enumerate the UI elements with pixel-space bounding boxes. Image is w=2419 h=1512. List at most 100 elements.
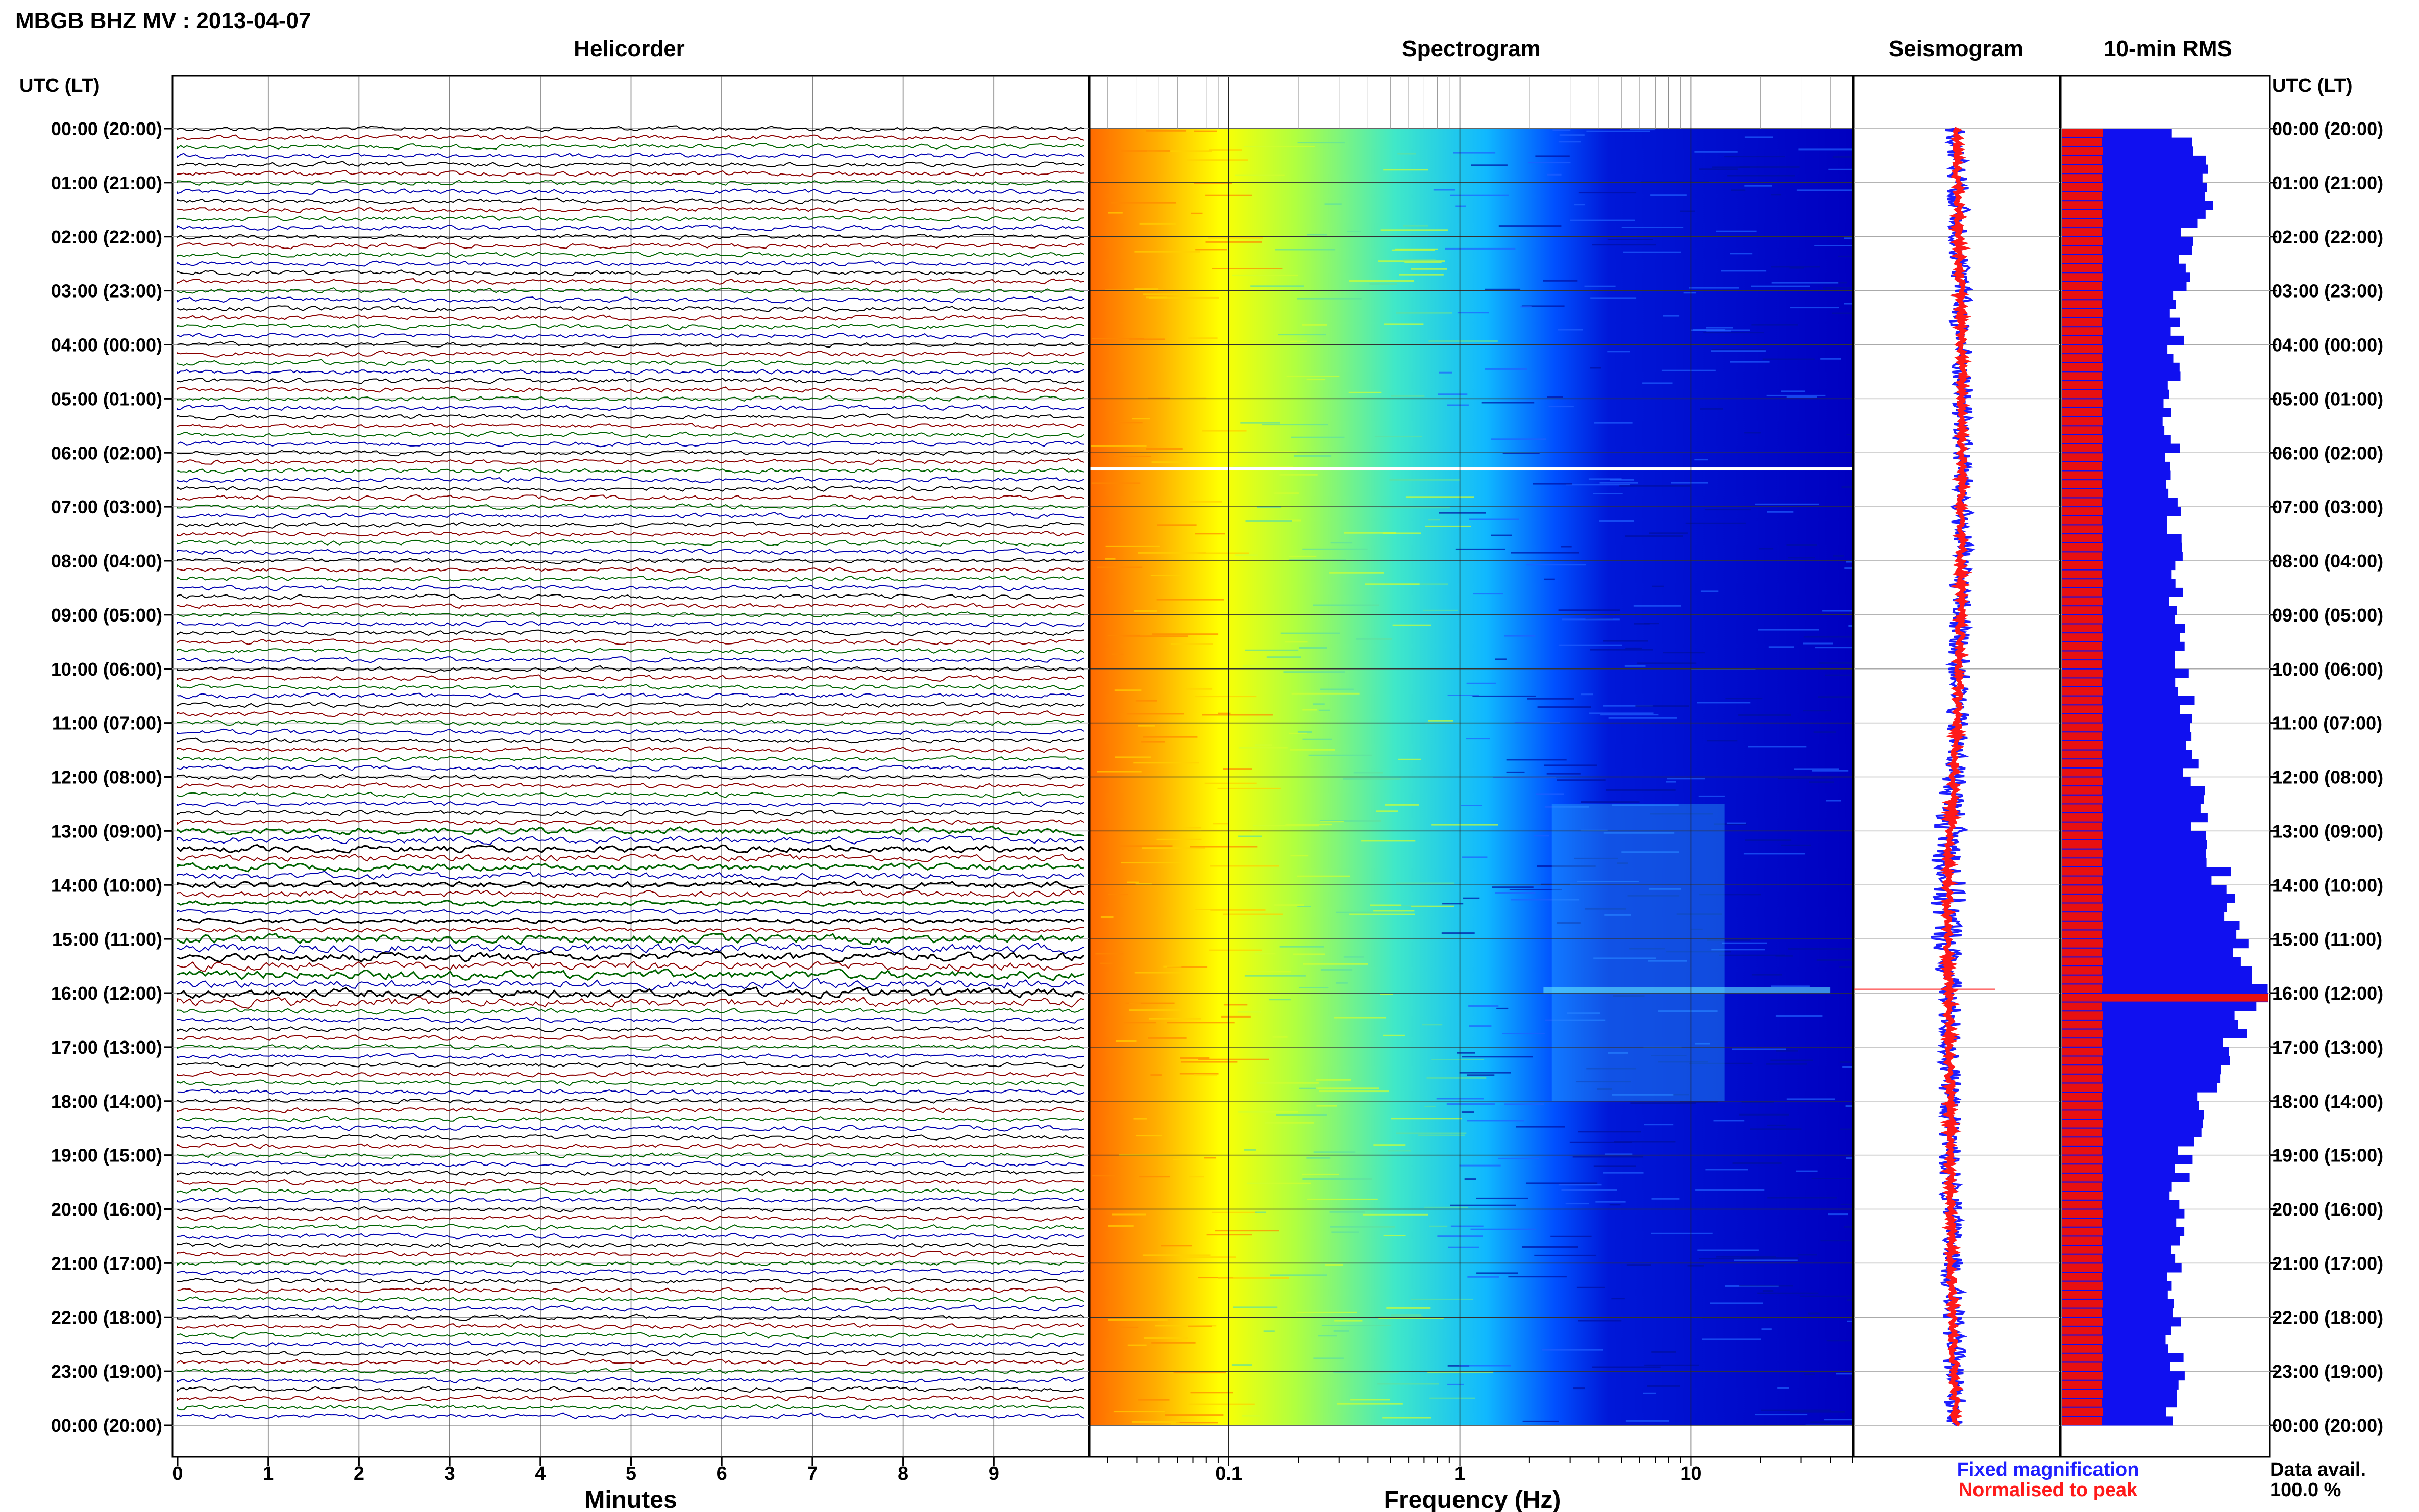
spectrogram-streak	[1731, 189, 1746, 191]
spectrogram-streak	[1201, 830, 1252, 831]
spectrogram-streak	[1699, 894, 1761, 896]
right-time-labels: 00:00 (20:00) 01:00 (21:00) 02:00 (22:00) 0…	[2270, 118, 2383, 1436]
spectrogram-streak	[1447, 1365, 1470, 1367]
spectrogram-streak	[1256, 1082, 1319, 1084]
spectrogram-streak	[1667, 778, 1705, 780]
spectrogram-streak	[1495, 658, 1507, 660]
spectrogram-streak	[1710, 1302, 1763, 1304]
time-label: 02:00 (22:00)	[2272, 227, 2383, 247]
spectrogram-streak	[1135, 883, 1152, 885]
spectrogram-streak	[1567, 1012, 1600, 1014]
spectrogram-streak	[1578, 192, 1637, 194]
spectrogram-streak	[1429, 1225, 1448, 1227]
time-label: 19:00 (15:00)	[2272, 1145, 2383, 1166]
spectrogram-streak	[1243, 665, 1263, 667]
spectrogram-streak	[1691, 928, 1703, 930]
spectrogram-streak	[1134, 288, 1159, 290]
spectrogram-streak	[1751, 324, 1798, 326]
spectrogram-streak	[1180, 1057, 1210, 1059]
spectrogram-streak	[1581, 801, 1640, 803]
spectrogram-streak	[1839, 966, 1853, 968]
spectrogram-streak	[1845, 1105, 1853, 1107]
spectrogram-streak	[1170, 643, 1213, 645]
helicorder-trace	[177, 233, 1084, 240]
spectrogram-streak	[1149, 296, 1219, 299]
rms-normalised-bar	[2062, 1227, 2103, 1236]
spectrogram-streak	[1495, 892, 1536, 894]
rms-normalised-bar	[2062, 516, 2102, 525]
spectrogram-streak	[1687, 1265, 1704, 1267]
spectrogram-streak	[1380, 994, 1393, 995]
rms-fixed-bar	[2062, 1029, 2247, 1038]
spectrogram-streak	[1586, 130, 1650, 132]
spectrogram-top-blank	[1090, 77, 1853, 129]
spectrogram-streak	[1215, 1230, 1279, 1232]
spectrogram-streak	[1625, 1420, 1669, 1422]
spectrogram-streak	[1694, 151, 1738, 153]
spectrogram-streak	[1151, 461, 1188, 463]
spectrogram-streak	[1445, 247, 1516, 250]
spectrogram-streak	[1586, 1068, 1636, 1070]
spectrogram-streak	[1739, 1285, 1793, 1287]
spectrogram-streak	[1272, 1036, 1288, 1038]
spectrogram-streak	[1191, 212, 1203, 214]
helicorder-trace	[177, 932, 1084, 946]
rms-normalised-bar	[2062, 858, 2102, 866]
spectrogram-streak	[1202, 714, 1273, 716]
spectrogram-streak	[1455, 205, 1466, 207]
time-label: 21:00 (17:00)	[51, 1253, 162, 1274]
spectrogram-streak	[1411, 268, 1447, 270]
time-label: 20:00 (16:00)	[2272, 1199, 2383, 1220]
event-band	[1543, 987, 1831, 994]
rms-fixed-bar	[2062, 975, 2252, 984]
spectrogram-streak	[1381, 507, 1450, 509]
spectrogram-streak	[1534, 835, 1549, 837]
spectrogram-streak	[1446, 1103, 1495, 1105]
spectrogram-streak	[1431, 824, 1498, 826]
spectrogram-streak	[1644, 623, 1659, 625]
spectrogram-streak	[1846, 434, 1853, 436]
spectrogram-streak	[1148, 1037, 1187, 1039]
spectrogram-streak	[1144, 1337, 1188, 1339]
rms-normalised-bar	[2062, 1417, 2102, 1425]
spectrogram-streak	[1651, 1198, 1680, 1200]
helicorder-trace	[177, 1259, 1084, 1267]
rms-normalised-bar	[2062, 759, 2103, 767]
time-label: 14:00 (10:00)	[51, 875, 162, 896]
spectrogram-streak	[1637, 662, 1697, 664]
spectrogram-streak	[1700, 408, 1723, 410]
spectrogram-streak	[1290, 340, 1307, 342]
rms-normalised-bar	[2062, 894, 2102, 903]
spectrogram-streak	[1685, 522, 1746, 524]
spectrogram-streak	[1391, 249, 1435, 251]
spectrogram-streak	[1820, 1240, 1853, 1242]
spectrogram-streak	[1136, 1135, 1162, 1137]
spectrogram-streak	[1788, 557, 1815, 559]
spectrogram-streak	[1156, 599, 1224, 601]
spectrogram-streak	[1237, 1011, 1261, 1013]
spectrogram-streak	[1127, 881, 1139, 883]
rms-fixed-bar	[2062, 984, 2268, 994]
spectrogram-streak	[1558, 329, 1583, 331]
spectrogram-streak	[1541, 883, 1570, 885]
spectrogram-streak	[1302, 324, 1327, 326]
spectrogram-streak	[1705, 1169, 1748, 1171]
rms-normalised-bar	[2062, 1399, 2102, 1407]
spectrogram-streak	[1778, 778, 1833, 779]
helicorder-trace	[177, 1007, 1084, 1015]
spectrogram-streak	[1781, 390, 1805, 392]
spectrogram-streak	[1776, 1050, 1798, 1052]
spectrogram-streak	[1286, 376, 1340, 377]
spectrogram-texture	[1090, 77, 1853, 1456]
rms-normalised-bar	[2062, 237, 2103, 245]
spectrogram-streak	[1223, 1004, 1248, 1006]
spectrogram-streak	[1695, 1189, 1765, 1191]
spectrogram-streak	[1247, 1182, 1311, 1184]
spectrogram-streak	[1808, 1312, 1820, 1315]
helicorder-trace	[177, 422, 1084, 429]
spectrogram-streak	[1329, 1211, 1365, 1213]
rms-normalised-bar	[2062, 1047, 2103, 1056]
spectrogram-streak	[1467, 1276, 1499, 1278]
spectrogram-streak	[1447, 695, 1479, 696]
spectrogram-streak	[1302, 1178, 1372, 1180]
